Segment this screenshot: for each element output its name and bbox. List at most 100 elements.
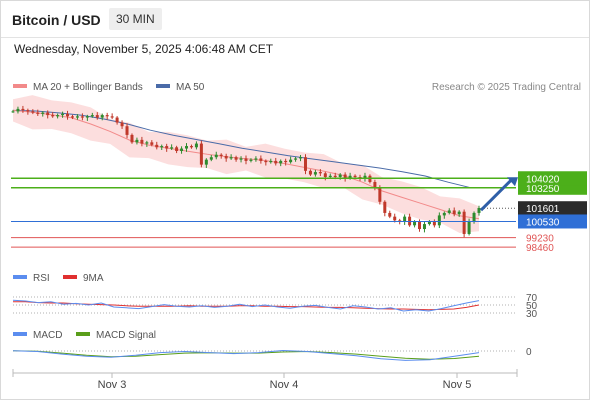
- candle: [61, 113, 65, 116]
- candle: [269, 160, 273, 163]
- candle: [313, 172, 317, 175]
- ma20-legend-label: MA 20 + Bollinger Bands: [33, 82, 143, 93]
- x-axis-label: Nov 4: [270, 379, 299, 391]
- ma50-legend-swatch: [156, 84, 170, 88]
- price-panel: [11, 95, 481, 238]
- candle: [160, 146, 164, 148]
- candle: [120, 122, 124, 127]
- candle: [115, 117, 119, 123]
- candle: [308, 170, 312, 175]
- candle: [150, 142, 154, 145]
- candle: [264, 160, 268, 163]
- candle: [447, 210, 451, 213]
- candle: [224, 155, 228, 159]
- level-tag: [518, 201, 587, 216]
- candle: [348, 175, 352, 179]
- candle: [165, 146, 169, 149]
- candle: [378, 188, 382, 202]
- candle: [125, 126, 129, 135]
- candle: [145, 142, 149, 144]
- candle: [427, 221, 431, 225]
- candle: [21, 108, 25, 111]
- candle: [244, 158, 248, 161]
- candle: [41, 112, 45, 114]
- candle: [318, 172, 322, 174]
- level-tag-label: 103250: [526, 184, 560, 195]
- level-tag: [518, 214, 587, 229]
- candle: [274, 160, 278, 164]
- candle: [432, 221, 436, 226]
- macd-legend-label: MACD: [33, 330, 62, 341]
- candle: [284, 160, 288, 163]
- rsi-legend-label: RSI: [33, 273, 50, 284]
- candle: [249, 159, 253, 161]
- candle: [90, 115, 94, 117]
- candle: [130, 134, 134, 143]
- candle: [294, 158, 298, 160]
- candle: [422, 224, 426, 230]
- level-tag-label: 104020: [526, 174, 560, 185]
- x-axis: Nov 3 Nov 4 Nov 5: [12, 369, 518, 391]
- candle: [214, 154, 218, 158]
- candle: [180, 148, 184, 152]
- candle: [56, 115, 60, 117]
- ma50-legend-label: MA 50: [176, 82, 205, 93]
- candle: [289, 159, 293, 163]
- candle: [303, 157, 307, 171]
- candle: [170, 147, 174, 149]
- candle: [239, 158, 243, 160]
- rsi-line: [12, 299, 480, 312]
- instrument-title: Bitcoin / USD: [12, 12, 101, 28]
- candle: [219, 154, 223, 156]
- ma20-legend-swatch: [13, 84, 27, 88]
- candle: [373, 181, 377, 189]
- candle: [185, 146, 189, 149]
- candle: [80, 116, 84, 118]
- macd-line: [12, 349, 480, 361]
- candle: [155, 144, 159, 148]
- forecast-arrow-head: [507, 177, 518, 187]
- credit-text: Research © 2025 Trading Central: [432, 82, 581, 93]
- macd-panel: 0: [12, 347, 532, 361]
- candle: [323, 173, 327, 178]
- candle: [189, 146, 193, 148]
- candle: [199, 143, 203, 165]
- level-tag: [518, 171, 587, 186]
- candle: [353, 175, 357, 178]
- candle: [333, 175, 337, 178]
- candle: [105, 115, 109, 117]
- level-tag-label: 101601: [526, 204, 560, 215]
- candle: [85, 116, 89, 118]
- rsi-ma-legend-swatch: [63, 275, 77, 279]
- timestamp: Wednesday, November 5, 2025 4:06:48 AM C…: [14, 42, 274, 56]
- price-levels: [11, 177, 516, 248]
- candle: [209, 157, 213, 160]
- candle: [442, 212, 446, 216]
- candle: [437, 215, 441, 226]
- candle: [229, 157, 233, 159]
- candle: [194, 143, 198, 148]
- macd-legend-swatch: [13, 332, 27, 336]
- rsi-level-label: 30: [526, 309, 538, 320]
- candle: [175, 147, 179, 152]
- rsi-legend-swatch: [13, 275, 27, 279]
- candle: [418, 221, 422, 230]
- candle: [204, 159, 208, 165]
- rsi-level-label: 70: [526, 293, 538, 304]
- candle: [343, 174, 347, 179]
- level-tag-label: 98460: [526, 243, 554, 254]
- candle: [26, 110, 30, 112]
- candle: [66, 113, 70, 117]
- candle: [477, 207, 481, 213]
- candle: [413, 221, 417, 226]
- candle: [140, 139, 144, 144]
- candle: [462, 211, 466, 234]
- candle: [472, 212, 476, 222]
- candle: [403, 216, 407, 222]
- interval-button[interactable]: 30 MIN: [109, 8, 162, 30]
- candle: [452, 210, 456, 215]
- macd-signal-legend-label: MACD Signal: [96, 330, 156, 341]
- candle: [110, 116, 114, 118]
- candle: [234, 157, 238, 160]
